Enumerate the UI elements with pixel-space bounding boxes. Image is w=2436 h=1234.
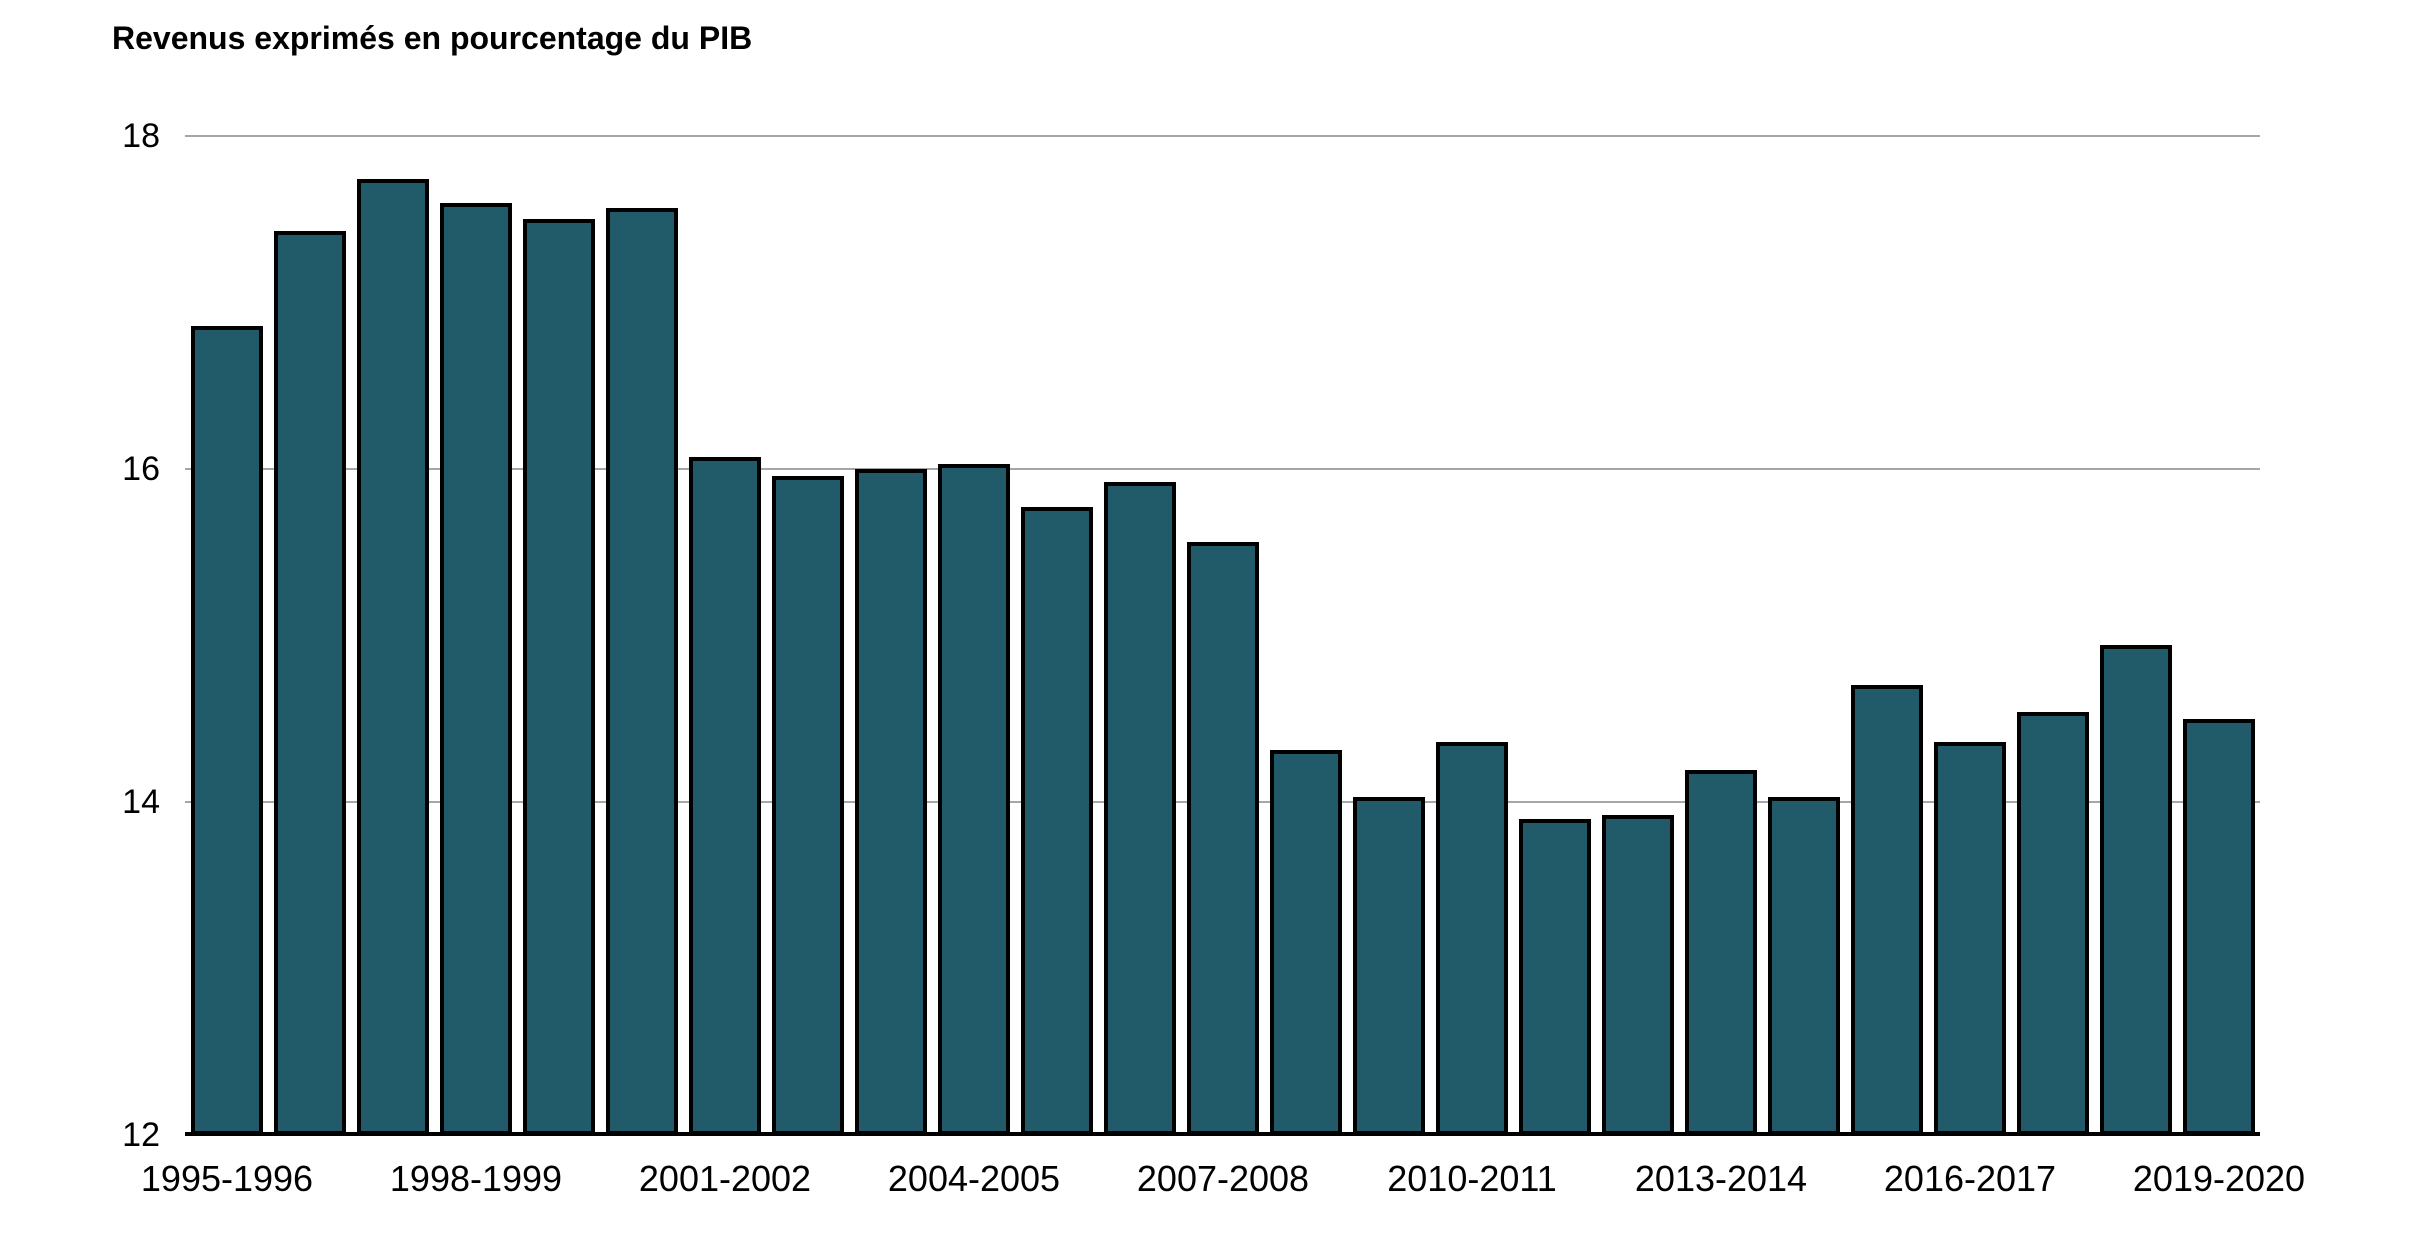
- bar-1998-1999: [440, 203, 512, 1135]
- bar-2004-2005: [938, 464, 1010, 1135]
- x-axis-tick-label-2001-2002: 2001-2002: [638, 1158, 812, 1199]
- bar-2013-2014: [1685, 770, 1757, 1135]
- y-axis-tick-label-18: 18: [122, 117, 160, 155]
- bar-2006-2007: [1104, 482, 1176, 1135]
- bar-1995-1996: [191, 326, 263, 1135]
- x-axis-tick-label-2016-2017: 2016-2017: [1883, 1158, 2057, 1199]
- y-axis-tick-label-14: 14: [122, 783, 160, 821]
- x-axis-tick-label-2004-2005: 2004-2005: [887, 1158, 1061, 1199]
- bar-2016-2017: [1934, 742, 2006, 1135]
- bar-2003-2004: [855, 469, 927, 1135]
- plot-area: [185, 135, 2260, 1135]
- bar-2011-2012: [1519, 819, 1591, 1135]
- bar-2014-2015: [1768, 797, 1840, 1135]
- x-axis-tick-label-2007-2008: 2007-2008: [1136, 1158, 1310, 1199]
- bar-1997-1998: [357, 179, 429, 1135]
- x-axis-tick-label-2010-2011: 2010-2011: [1387, 1158, 1557, 1199]
- bar-2010-2011: [1436, 742, 1508, 1135]
- bar-2001-2002: [689, 457, 761, 1135]
- bar-1999-2000: [523, 219, 595, 1135]
- y-axis-tick-label-12: 12: [122, 1116, 160, 1154]
- bar-2019-2020: [2183, 719, 2255, 1135]
- x-axis-tick-label-1995-1996: 1995-1996: [140, 1158, 314, 1199]
- bar-2017-2018: [2017, 712, 2089, 1135]
- bar-2002-2003: [772, 476, 844, 1135]
- bar-2018-2019: [2100, 645, 2172, 1135]
- bar-2009-2010: [1353, 797, 1425, 1135]
- bar-1996-1997: [274, 231, 346, 1135]
- gridline-18: [185, 135, 2260, 137]
- bar-2007-2008: [1187, 542, 1259, 1135]
- bar-2012-2013: [1602, 815, 1674, 1135]
- y-axis-tick-label-16: 16: [122, 450, 160, 488]
- bar-2008-2009: [1270, 750, 1342, 1135]
- bar-2000-2001: [606, 208, 678, 1135]
- gridline-16: [185, 468, 2260, 470]
- x-axis-tick-label-2013-2014: 2013-2014: [1634, 1158, 1808, 1199]
- bar-2015-2016: [1851, 685, 1923, 1135]
- x-axis-tick-label-2019-2020: 2019-2020: [2132, 1158, 2306, 1199]
- bar-2005-2006: [1021, 507, 1093, 1135]
- x-axis-line: [185, 1132, 2260, 1136]
- chart-title: Revenus exprimés en pourcentage du PIB: [112, 20, 753, 56]
- x-axis-tick-label-1998-1999: 1998-1999: [389, 1158, 563, 1199]
